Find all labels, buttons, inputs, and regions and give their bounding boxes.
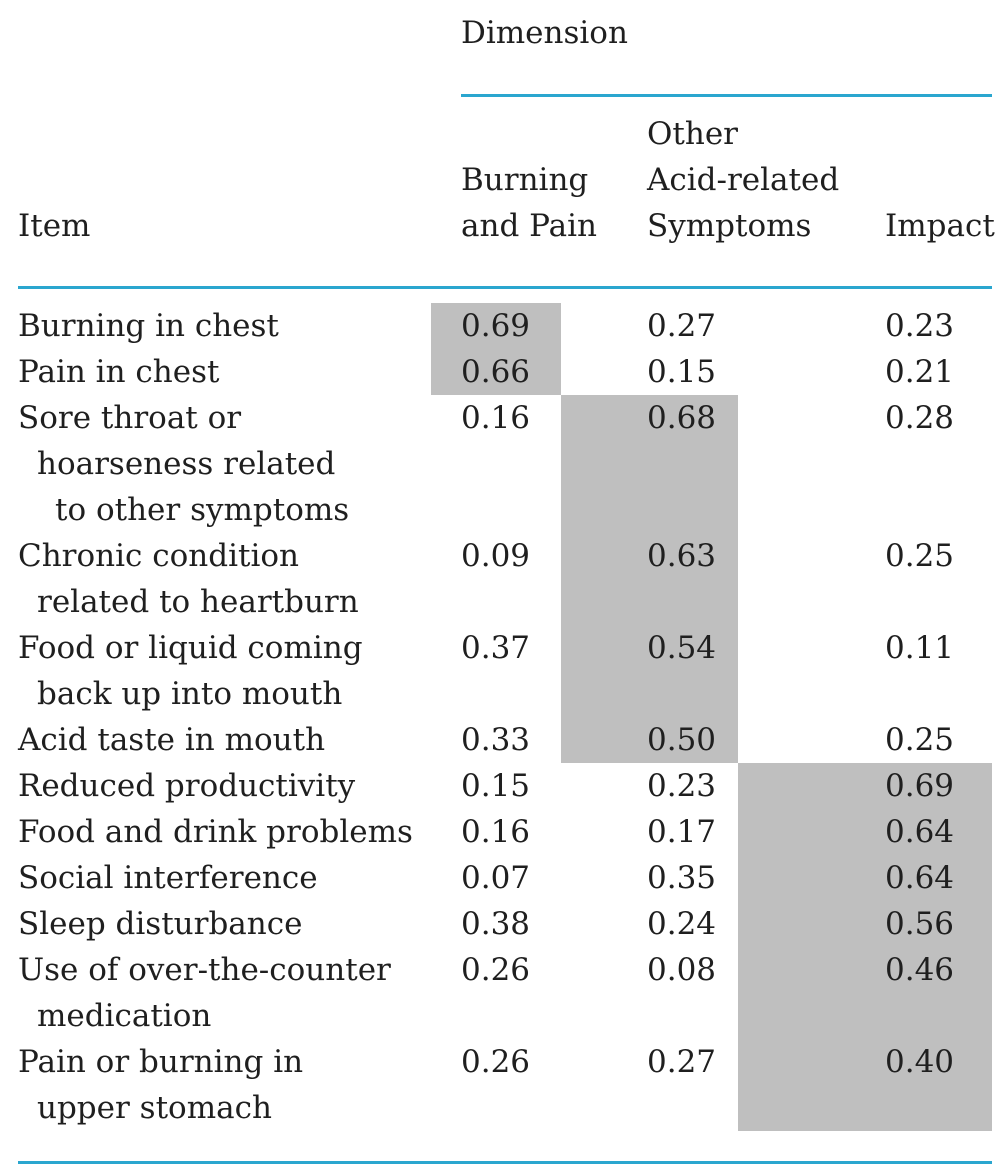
dimension-group-header: Dimension [461,15,628,51]
other-value: 0.15 [647,354,717,390]
highlight-cell [738,763,992,809]
dimension-header-rule [461,94,992,97]
burning-value: 0.16 [461,814,531,850]
highlight-cell [738,1039,992,1131]
item-label: medication [37,998,212,1034]
burning-value: 0.15 [461,768,531,804]
item-label: Reduced productivity [18,768,356,804]
item-label: Sleep disturbance [18,906,303,942]
highlight-cell [738,809,992,855]
item-label: Food or liquid coming [18,630,363,666]
item-label: Social interference [18,860,318,896]
burning-value: 0.38 [461,906,531,942]
item-label: Burning in chest [18,308,279,344]
burning-value: 0.09 [461,538,531,574]
impact-value: 0.69 [885,768,955,804]
burning-value: 0.26 [461,952,531,988]
item-label: Use of over-the-counter [18,952,391,988]
other-column-header-line-3: Symptoms [647,208,812,244]
item-column-header: Item [18,208,91,244]
other-column-header-line-2: Acid-related [647,162,840,198]
other-value: 0.35 [647,860,717,896]
other-value: 0.27 [647,308,717,344]
burning-value: 0.26 [461,1044,531,1080]
burning-value: 0.66 [461,354,531,390]
impact-value: 0.64 [885,860,955,896]
item-label: Chronic condition [18,538,300,574]
impact-column-header: Impact [885,208,995,244]
item-label: related to heartburn [37,584,359,620]
burning-value: 0.37 [461,630,531,666]
item-label: upper stomach [37,1090,272,1126]
other-value: 0.08 [647,952,717,988]
impact-value: 0.56 [885,906,955,942]
impact-value: 0.28 [885,400,955,436]
highlight-cell [561,533,738,625]
item-label: Food and drink problems [18,814,413,850]
highlight-cell [561,717,738,763]
impact-value: 0.23 [885,308,955,344]
item-label: to other symptoms [55,492,350,528]
impact-value: 0.25 [885,722,955,758]
highlight-cell [561,625,738,717]
highlight-cell [738,855,992,901]
impact-value: 0.25 [885,538,955,574]
impact-value: 0.46 [885,952,955,988]
other-column-header-line-1: Other [647,116,739,152]
impact-value: 0.40 [885,1044,955,1080]
item-label: Pain or burning in [18,1044,304,1080]
other-value: 0.63 [647,538,717,574]
other-value: 0.17 [647,814,717,850]
other-value: 0.27 [647,1044,717,1080]
item-label: Acid taste in mouth [18,722,326,758]
highlight-cell [431,303,561,349]
item-label: back up into mouth [37,676,343,712]
item-label: hoarseness related [37,446,336,482]
highlight-cell [738,947,992,1039]
other-value: 0.24 [647,906,717,942]
impact-value: 0.11 [885,630,955,666]
burning-column-header-line-2: and Pain [461,208,597,244]
burning-value: 0.69 [461,308,531,344]
other-value: 0.50 [647,722,717,758]
burning-value: 0.16 [461,400,531,436]
other-value: 0.23 [647,768,717,804]
burning-value: 0.07 [461,860,531,896]
other-value: 0.54 [647,630,717,666]
impact-value: 0.64 [885,814,955,850]
header-bottom-rule [18,286,992,289]
highlight-cell [431,349,561,395]
other-value: 0.68 [647,400,717,436]
burning-value: 0.33 [461,722,531,758]
table-bottom-rule [18,1161,992,1164]
impact-value: 0.21 [885,354,955,390]
item-label: Sore throat or [18,400,242,436]
highlight-cell [561,395,738,533]
highlight-cell [738,901,992,947]
item-label: Pain in chest [18,354,220,390]
burning-column-header-line-1: Burning [461,162,589,198]
